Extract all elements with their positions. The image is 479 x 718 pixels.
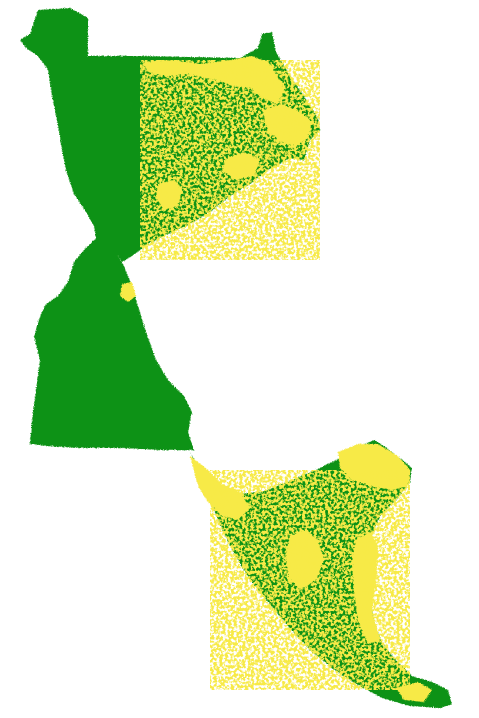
- green-region: [20, 8, 452, 708]
- yellow-patch-south-west: [190, 456, 250, 520]
- southwest-block-shape: [30, 238, 194, 450]
- southern-arm-shape: [190, 440, 452, 708]
- yellow-patch-neck: [120, 282, 136, 302]
